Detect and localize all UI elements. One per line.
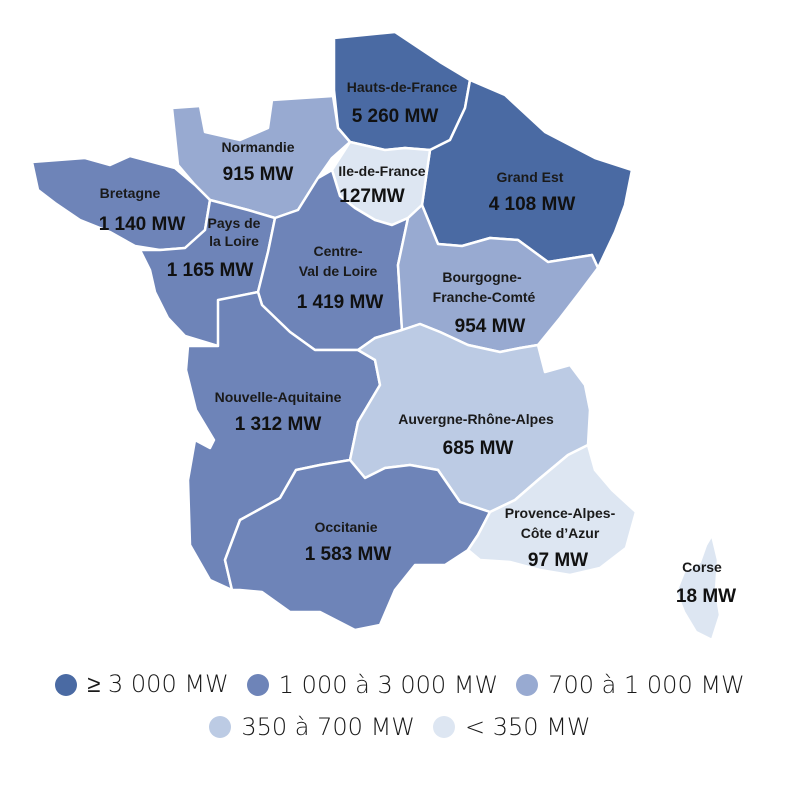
legend-label-tier4: 350 à 700 MW [241, 713, 416, 741]
label-value-grand-est: 4 108 MW [489, 194, 576, 215]
region-corse[interactable] [674, 533, 722, 642]
label-name-normandie: Normandie [221, 139, 294, 155]
legend-item-tier1: ≥ 3 000 MW [55, 670, 229, 699]
label-name-auvergne: Auvergne-Rhône-Alpes [398, 411, 554, 427]
label-name-nouvelle-aquitaine: Nouvelle-Aquitaine [215, 389, 342, 405]
france-regions-map: Hauts-de-France 5 260 MW Grand Est 4 108… [30, 30, 736, 642]
label-name-ile-de-france: Ile-de-France [338, 163, 425, 179]
legend-item-tier3: 700 à 1 000 MW [516, 671, 745, 699]
legend-item-tier2: 1 000 à 3 000 MW [246, 670, 499, 699]
label-name-bretagne: Bretagne [100, 185, 161, 201]
label-name-hauts-de-france: Hauts-de-France [347, 79, 458, 95]
legend-item-tier4: 350 à 700 MW [209, 713, 415, 741]
label-name-paca-2: Côte d’Azur [521, 525, 600, 541]
labels-layer: Hauts-de-France 5 260 MW Grand Est 4 108… [99, 79, 736, 607]
label-value-paca: 97 MW [528, 550, 588, 571]
label-name-bourgogne-2: Franche-Comté [433, 289, 536, 305]
region-provence-alpes-cote-dazur[interactable] [466, 443, 638, 577]
label-name-bourgogne-1: Bourgogne- [442, 269, 522, 285]
legend-row-2: 350 à 700 MW < 350 MW [0, 713, 800, 741]
legend-row-1: ≥ 3 000 MW 1 000 à 3 000 MW 700 à 1 000 … [0, 670, 800, 699]
label-value-corse: 18 MW [676, 586, 736, 607]
label-value-auvergne: 685 MW [443, 438, 514, 459]
label-value-ile-de-france: 127MW [339, 186, 405, 207]
label-value-bretagne: 1 140 MW [99, 214, 186, 235]
legend-swatch-tier2 [246, 673, 269, 696]
label-name-paca-1: Provence-Alpes- [505, 505, 616, 521]
label-value-normandie: 915 MW [223, 164, 294, 185]
legend-item-tier5: < 350 MW [433, 713, 591, 741]
legend-label-tier2: 1 000 à 3 000 MW [278, 670, 499, 699]
label-name-centre-2: Val de Loire [299, 263, 378, 279]
label-name-pays-de-la-loire-2: la Loire [209, 233, 259, 249]
label-value-centre: 1 419 MW [297, 292, 384, 313]
legend-label-tier3: 700 à 1 000 MW [548, 670, 745, 699]
label-name-centre-1: Centre- [313, 243, 362, 259]
legend-label-tier5: < 350 MW [465, 713, 591, 741]
label-name-grand-est: Grand Est [497, 169, 564, 185]
label-value-hauts-de-france: 5 260 MW [352, 106, 439, 127]
label-name-pays-de-la-loire-1: Pays de [208, 215, 261, 231]
legend-swatch-tier3 [516, 673, 539, 696]
label-name-corse: Corse [682, 559, 722, 575]
region-occitanie[interactable] [223, 458, 492, 632]
legend-label-tier1: ≥ 3 000 MW [87, 670, 229, 698]
legend-swatch-tier4 [209, 716, 232, 738]
label-value-bourgogne: 954 MW [455, 316, 526, 337]
label-value-pays-de-la-loire: 1 165 MW [167, 260, 254, 281]
legend-swatch-tier1 [55, 673, 78, 696]
legend: ≥ 3 000 MW 1 000 à 3 000 MW 700 à 1 000 … [0, 670, 800, 755]
label-value-nouvelle-aquitaine: 1 312 MW [235, 414, 322, 435]
label-value-occitanie: 1 583 MW [305, 544, 392, 565]
label-name-occitanie: Occitanie [314, 519, 377, 535]
legend-swatch-tier5 [433, 716, 456, 738]
